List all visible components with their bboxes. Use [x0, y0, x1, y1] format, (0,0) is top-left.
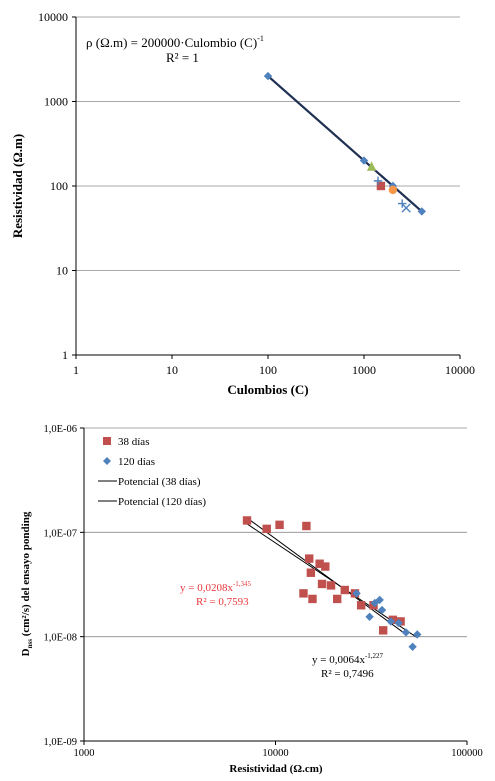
chart2-gridlines	[84, 427, 467, 638]
chart2-point	[365, 612, 374, 622]
chart1-y-tick-label: 1	[62, 348, 68, 362]
chart2-point	[378, 626, 388, 635]
chart2-point	[275, 520, 284, 530]
chart2-y-tick-label: 1,0E-09	[43, 737, 77, 748]
chart2-point	[317, 579, 327, 589]
chart2-point	[242, 516, 252, 525]
chart2-point	[321, 562, 330, 571]
chart1-ticks: 1 10 100 1000 10000 1 10 100 1000 10000	[38, 10, 475, 377]
chart1-point	[388, 185, 398, 195]
chart-culombios-resistividad: 1 10 100 1000 10000 1 10 100 1000 10000 ρ (Ω.m) =…	[10, 10, 475, 397]
chart2-point	[299, 589, 308, 598]
chart1-y-label: Resistividad (Ω.m)	[10, 134, 25, 238]
chart1-x-label: Culombios (C)	[227, 382, 308, 397]
chart2-legend: 38 días 120 días Potencial (38 días) Pot…	[98, 436, 206, 508]
chart1-y-tick-label: 1000	[44, 95, 68, 109]
chart2-annotation-38-r2: R² = 0,7593	[196, 596, 249, 608]
chart2-point	[340, 585, 349, 595]
chart2-point	[308, 594, 317, 604]
legend-label-38-dias: 38 días	[118, 436, 149, 448]
chart2-y-label: Dnss (cm²/s) del ensayo ponding	[20, 511, 34, 656]
chart1-y-tick-label: 10	[56, 264, 68, 278]
chart2-point	[302, 521, 311, 531]
chart1-point	[376, 181, 386, 191]
legend-marker-120-dias	[103, 457, 111, 465]
chart2-x-label: Resistividad (Ω.cm)	[229, 763, 322, 775]
chart1-point	[263, 71, 273, 81]
chart2-point	[326, 581, 336, 590]
chart2-ticks: 1,0E-09 1,0E-08 1,0E-07 1,0E-06 1000 10000 100…	[43, 424, 482, 759]
chart2-point	[401, 628, 411, 637]
chart2-y-tick-label: 1,0E-06	[43, 424, 77, 435]
chart1-y-tick-label: 100	[50, 179, 68, 193]
chart1-equation: ρ (Ω.m) = 200000·Culombio (C)-1	[86, 34, 264, 50]
chart1-point	[366, 161, 377, 171]
chart1-r2: R² = 1	[166, 50, 199, 65]
chart2-point	[305, 554, 314, 563]
chart2-x-tick-label: 10000	[262, 748, 288, 759]
chart1-point	[398, 199, 407, 208]
chart2-point	[356, 601, 366, 610]
chart1-plot-area: 1 10 100 1000 10000 1 10 100 1000 10000	[38, 10, 475, 377]
chart1-point	[417, 207, 426, 216]
chart2-plot-area: 1,0E-09 1,0E-08 1,0E-07 1,0E-06 1000 10000 100…	[43, 424, 482, 759]
chart2-annotation-120-r2: R² = 0,7496	[321, 668, 374, 680]
chart1-point	[401, 203, 411, 213]
chart2-annotation-38-equation: y = 0,0208x-1,345	[180, 580, 252, 594]
chart2-point	[306, 568, 316, 577]
chart1-x-tick-label: 1000	[352, 363, 376, 377]
chart2-annotation-120-equation: y = 0,0064x-1,227	[312, 652, 384, 666]
chart1-points	[263, 71, 426, 216]
legend-label-potencial-120: Potencial (120 días)	[118, 496, 206, 508]
chart1-y-tick-label: 10000	[38, 10, 68, 24]
chart2-x-tick-label: 100000	[451, 748, 483, 759]
legend-label-120-dias: 120 días	[118, 456, 155, 468]
chart2-point	[262, 524, 271, 534]
chart1-point	[373, 176, 383, 186]
legend-label-potencial-38: Potencial (38 días)	[118, 476, 201, 488]
chart1-point	[359, 156, 369, 165]
chart2-trendline	[245, 516, 403, 633]
chart1-x-tick-label: 10	[166, 363, 178, 377]
chart2-point	[315, 559, 324, 568]
chart2-y-tick-label: 1,0E-08	[43, 633, 77, 644]
legend-marker-38-dias	[103, 437, 111, 445]
chart1-gridlines	[76, 16, 460, 271]
chart2-x-tick-label: 1000	[74, 748, 95, 759]
chart-resistividad-dnss: 1,0E-09 1,0E-08 1,0E-07 1,0E-06 1000 10000 100…	[20, 424, 483, 775]
chart2-y-tick-label: 1,0E-07	[43, 528, 77, 539]
chart1-x-tick-label: 1	[73, 363, 79, 377]
chart1-x-tick-label: 100	[259, 363, 277, 377]
chart2-point	[333, 594, 342, 604]
chart1-x-tick-label: 10000	[445, 363, 475, 377]
